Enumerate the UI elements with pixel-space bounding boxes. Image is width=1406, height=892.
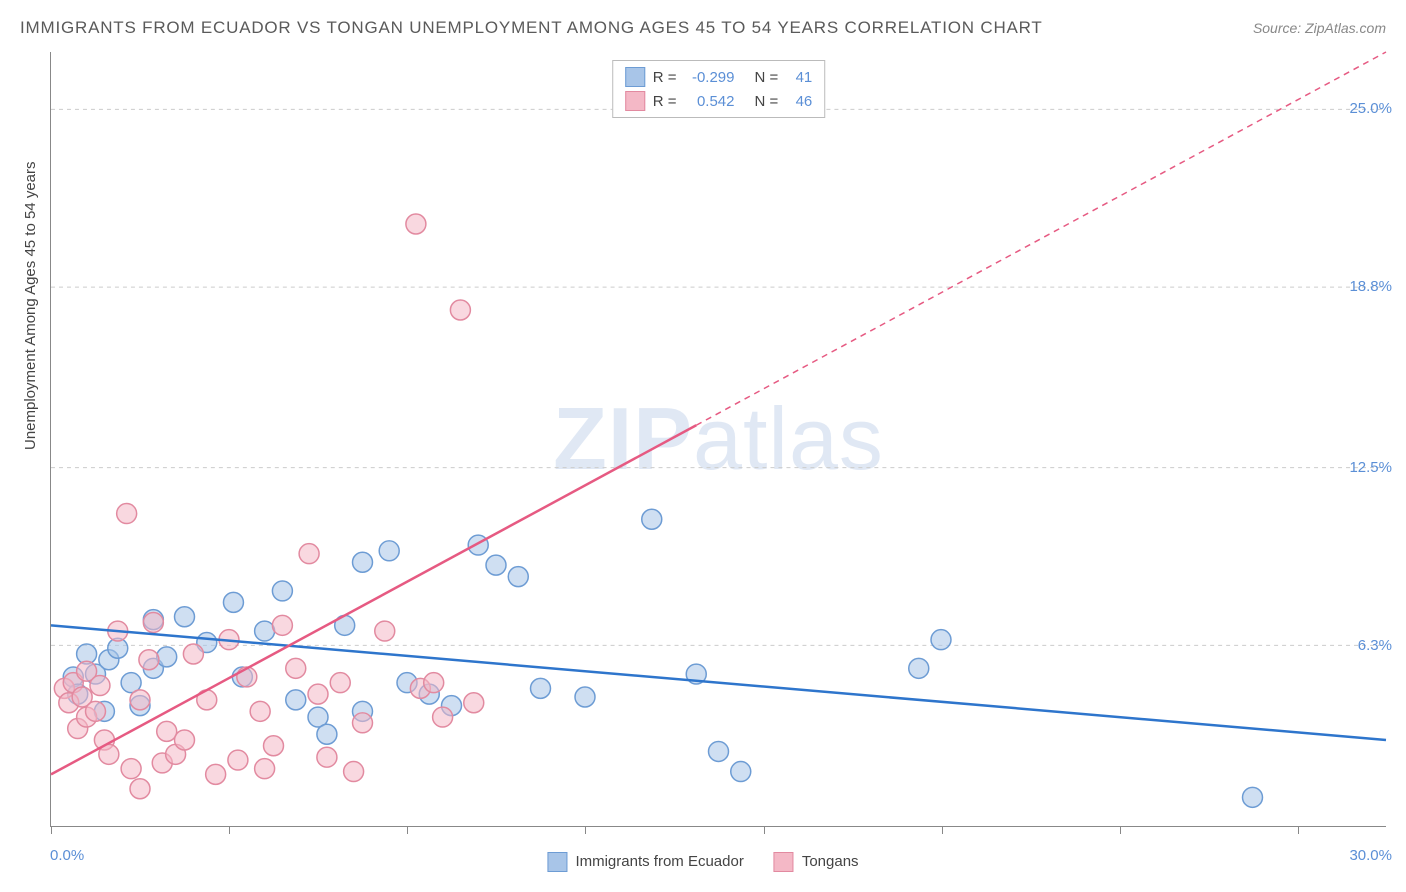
scatter-point xyxy=(255,621,275,641)
legend-r-label: R = xyxy=(653,93,677,110)
legend-r-label: R = xyxy=(653,69,677,86)
scatter-point xyxy=(424,673,444,693)
scatter-point xyxy=(183,644,203,664)
scatter-point xyxy=(86,701,106,721)
scatter-point xyxy=(353,552,373,572)
scatter-point xyxy=(575,687,595,707)
scatter-point xyxy=(406,214,426,234)
x-tick xyxy=(764,826,765,834)
x-start-label: 0.0% xyxy=(50,847,84,864)
scatter-point xyxy=(175,607,195,627)
scatter-point xyxy=(117,504,137,524)
scatter-point xyxy=(223,592,243,612)
x-tick xyxy=(1120,826,1121,834)
scatter-point xyxy=(143,612,163,632)
x-tick xyxy=(942,826,943,834)
scatter-point xyxy=(330,673,350,693)
legend-n-label: N = xyxy=(755,69,779,86)
scatter-point xyxy=(344,762,364,782)
legend-n-value: 41 xyxy=(786,69,812,86)
x-tick xyxy=(51,826,52,834)
x-tick xyxy=(1298,826,1299,834)
scatter-point xyxy=(317,724,337,744)
scatter-point xyxy=(308,684,328,704)
scatter-point xyxy=(175,730,195,750)
scatter-point xyxy=(228,750,248,770)
legend-n-value: 46 xyxy=(786,93,812,110)
scatter-point xyxy=(531,678,551,698)
scatter-point xyxy=(299,544,319,564)
scatter-point xyxy=(642,509,662,529)
legend-stat-row: R = 0.542 N = 46 xyxy=(625,89,813,113)
source-attribution: Source: ZipAtlas.com xyxy=(1253,20,1386,36)
scatter-point xyxy=(121,759,141,779)
x-tick xyxy=(585,826,586,834)
regression-line-solid xyxy=(51,425,696,774)
x-tick xyxy=(229,826,230,834)
legend-series-label: Immigrants from Ecuador xyxy=(575,853,743,870)
legend-n-label: N = xyxy=(755,93,779,110)
scatter-point xyxy=(157,647,177,667)
scatter-point xyxy=(286,658,306,678)
y-tick-label: 18.8% xyxy=(1349,278,1392,295)
title-bar: IMMIGRANTS FROM ECUADOR VS TONGAN UNEMPL… xyxy=(20,18,1386,38)
scatter-point xyxy=(450,300,470,320)
legend-swatch xyxy=(625,67,645,87)
legend-series-label: Tongans xyxy=(802,853,859,870)
scatter-point xyxy=(237,667,257,687)
scatter-point xyxy=(250,701,270,721)
x-end-label: 30.0% xyxy=(1349,847,1392,864)
legend-swatch xyxy=(625,91,645,111)
scatter-point xyxy=(130,690,150,710)
scatter-point xyxy=(508,567,528,587)
y-tick-label: 6.3% xyxy=(1358,637,1392,654)
y-tick-label: 25.0% xyxy=(1349,100,1392,117)
plot-svg xyxy=(51,52,1386,826)
scatter-point xyxy=(709,741,729,761)
scatter-point xyxy=(90,676,110,696)
scatter-point xyxy=(157,721,177,741)
scatter-point xyxy=(272,581,292,601)
scatter-point xyxy=(486,555,506,575)
scatter-point xyxy=(375,621,395,641)
scatter-point xyxy=(286,690,306,710)
legend-r-value: -0.299 xyxy=(685,69,735,86)
correlation-legend: R = -0.299 N = 41 R = 0.542 N = 46 xyxy=(612,60,826,118)
legend-swatch xyxy=(774,852,794,872)
legend-series-item: Tongans xyxy=(774,843,859,880)
plot-area: ZIPatlas R =-0.299N =41R =0.542N =46 xyxy=(50,52,1386,827)
x-tick xyxy=(407,826,408,834)
scatter-point xyxy=(909,658,929,678)
scatter-point xyxy=(317,747,337,767)
chart-title: IMMIGRANTS FROM ECUADOR VS TONGAN UNEMPL… xyxy=(20,18,1043,38)
legend-swatch xyxy=(547,852,567,872)
y-tick-label: 12.5% xyxy=(1349,459,1392,476)
series-legend: Immigrants from Ecuador Tongans xyxy=(547,843,858,880)
scatter-point xyxy=(139,650,159,670)
scatter-point xyxy=(731,762,751,782)
y-axis-label: Unemployment Among Ages 45 to 54 years xyxy=(22,161,39,450)
scatter-point xyxy=(206,764,226,784)
scatter-point xyxy=(464,693,484,713)
legend-series-item: Immigrants from Ecuador xyxy=(547,843,743,880)
scatter-point xyxy=(272,615,292,635)
scatter-point xyxy=(379,541,399,561)
scatter-point xyxy=(130,779,150,799)
scatter-point xyxy=(353,713,373,733)
scatter-point xyxy=(931,630,951,650)
scatter-point xyxy=(1243,787,1263,807)
scatter-point xyxy=(255,759,275,779)
legend-stat-row: R = -0.299 N = 41 xyxy=(625,65,813,89)
legend-r-value: 0.542 xyxy=(685,93,735,110)
scatter-point xyxy=(264,736,284,756)
scatter-point xyxy=(433,707,453,727)
